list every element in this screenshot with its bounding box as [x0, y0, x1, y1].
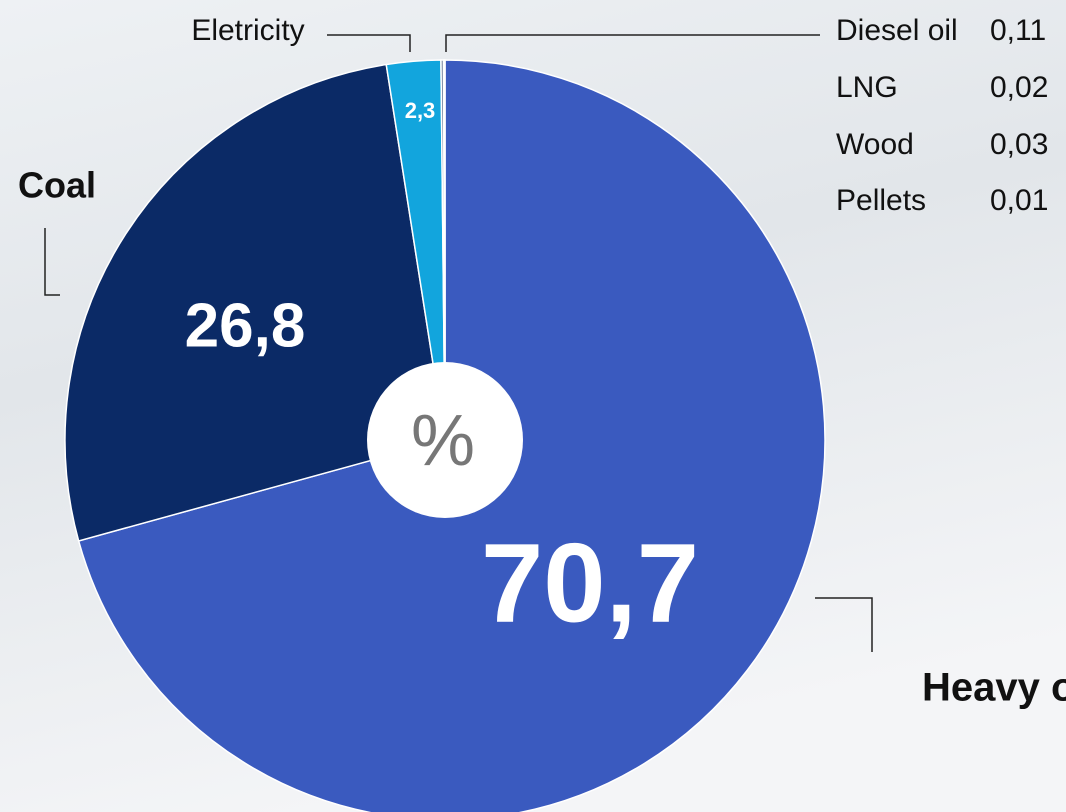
value-label: 0,02 [990, 71, 1048, 104]
leader-line [44, 228, 60, 296]
category-label: Eletricity [191, 14, 304, 47]
value-label: 26,8 [185, 291, 306, 360]
center-label: % [411, 401, 475, 481]
leader-line [327, 34, 411, 52]
category-label: Pellets [836, 184, 926, 217]
pie-slice [64, 63, 446, 542]
center-hole [367, 362, 523, 518]
leader-line [445, 34, 820, 52]
category-label: Wood [836, 128, 914, 161]
category-label: Heavy oil [922, 666, 1066, 710]
leader-lines [44, 34, 873, 652]
value-label: 70,7 [481, 521, 699, 646]
category-label: Coal [18, 165, 96, 206]
category-label: LNG [836, 71, 898, 104]
value-label: 0,11 [990, 14, 1046, 47]
value-label: 0,01 [990, 184, 1048, 217]
leader-line [815, 597, 873, 652]
category-label: Diesel oil [836, 14, 958, 47]
value-label: 0,03 [990, 128, 1048, 161]
value-label: 2,3 [405, 98, 436, 123]
